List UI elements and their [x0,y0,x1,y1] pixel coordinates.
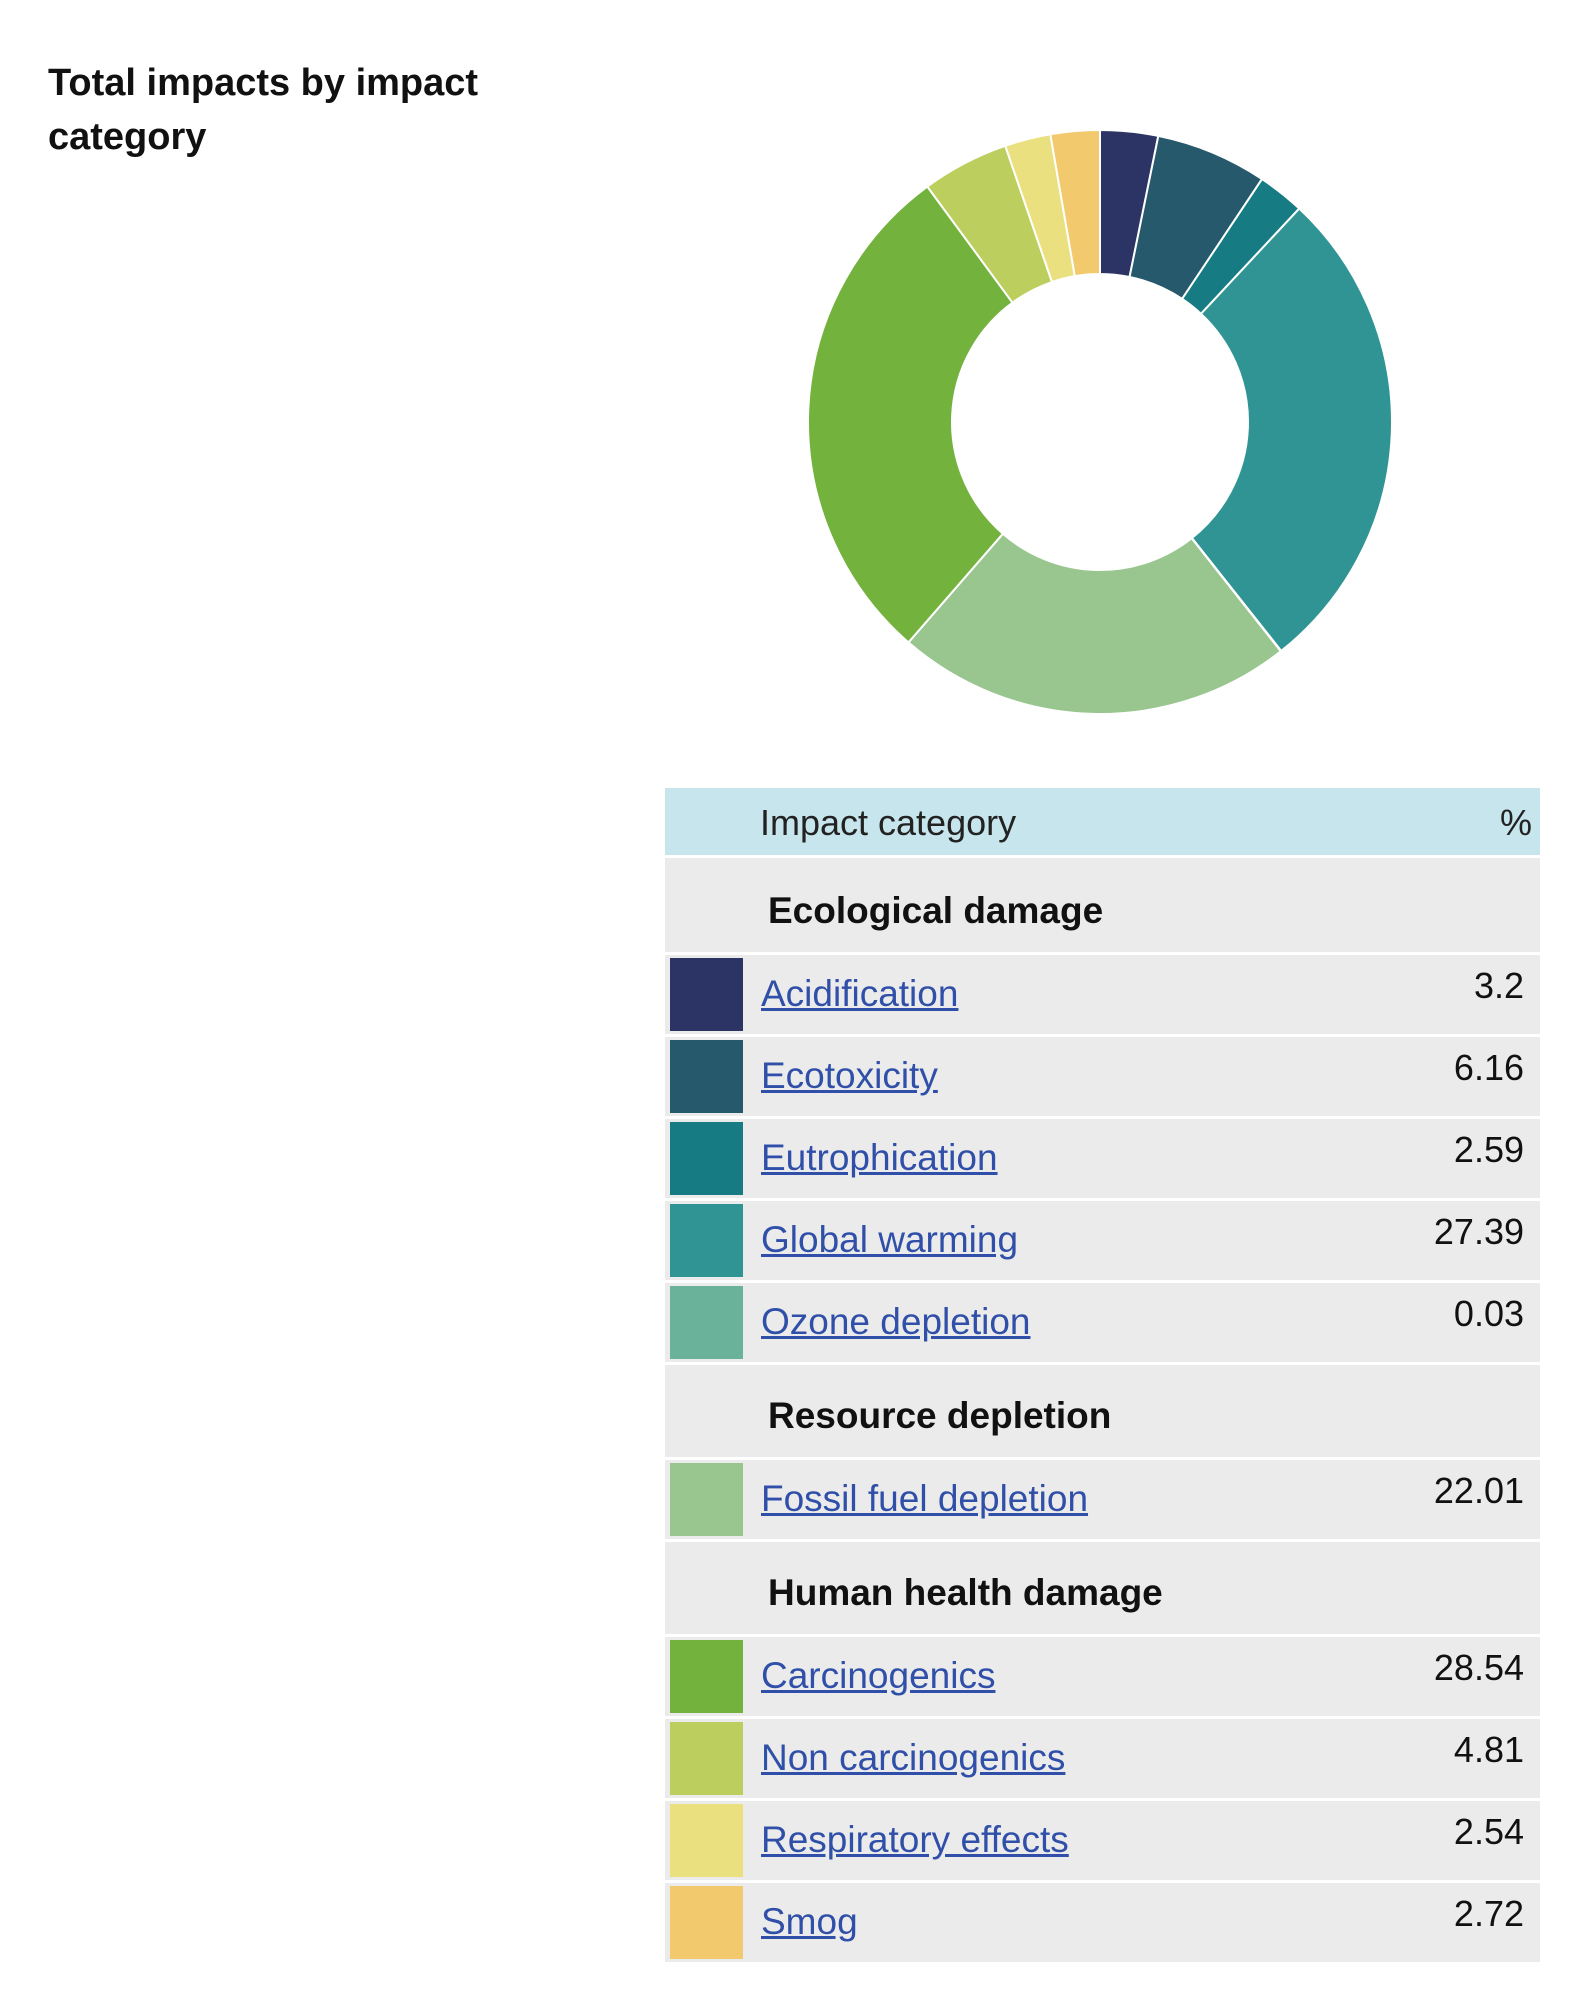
color-swatch [670,1886,743,1959]
table-body: Ecological damage Acidification 3.2 Ecotoxi… [665,858,1540,1965]
table-row: Non carcinogenics 4.81 [665,1719,1540,1801]
impact-category-link[interactable]: Ozone depletion [761,1301,1031,1342]
percent-value: 2.59 [1453,1129,1524,1170]
group-label: Ecological damage [768,890,1104,931]
impact-category-link[interactable]: Ecotoxicity [761,1055,938,1096]
header-impact-category: Impact category [760,802,1017,843]
group-label: Resource depletion [768,1395,1112,1436]
percent-value: 2.54 [1453,1811,1524,1852]
color-swatch [670,1040,743,1113]
table-row: Global warming 27.39 [665,1201,1540,1283]
table-row: Respiratory effects 2.54 [665,1801,1540,1883]
color-swatch [670,1804,743,1877]
color-swatch [670,1204,743,1277]
group-row: Human health damage [665,1542,1540,1637]
percent-value: 6.16 [1453,1047,1524,1088]
percent-value: 28.54 [1433,1647,1524,1688]
impact-category-link[interactable]: Global warming [761,1219,1019,1260]
donut-chart [807,128,1393,715]
color-swatch [670,1640,743,1713]
color-swatch [670,1722,743,1795]
impact-category-link[interactable]: Fossil fuel depletion [761,1478,1089,1519]
table-row: Fossil fuel depletion 22.01 [665,1460,1540,1542]
table-row: Smog 2.72 [665,1883,1540,1965]
percent-value: 22.01 [1433,1470,1524,1511]
table-row: Acidification 3.2 [665,955,1540,1037]
impact-category-link[interactable]: Acidification [761,973,959,1014]
impact-category-link[interactable]: Smog [761,1901,858,1942]
impact-table: Impact category % Ecological damage Acidi… [665,788,1540,1965]
donut-slice [907,532,1283,715]
group-row: Ecological damage [665,858,1540,955]
table-row: Eutrophication 2.59 [665,1119,1540,1201]
table-header: Impact category % [665,788,1540,858]
donut-slice [1049,128,1101,278]
percent-value: 0.03 [1453,1293,1524,1334]
percent-value: 4.81 [1453,1729,1524,1770]
donut-slice [807,185,1014,644]
impact-category-link[interactable]: Carcinogenics [761,1655,996,1696]
chart-title: Total impacts by impact category [48,62,479,158]
color-swatch [670,958,743,1031]
percent-value: 3.2 [1473,965,1524,1006]
impact-category-link[interactable]: Respiratory effects [761,1819,1069,1860]
impact-category-link[interactable]: Non carcinogenics [761,1737,1066,1778]
color-swatch [670,1286,743,1359]
impact-category-link[interactable]: Eutrophication [761,1137,998,1178]
table-row: Ozone depletion 0.03 [665,1283,1540,1365]
table-row: Ecotoxicity 6.16 [665,1037,1540,1119]
table-row: Carcinogenics 28.54 [665,1637,1540,1719]
color-swatch [670,1122,743,1195]
donut-slice [1190,207,1393,653]
header-percent: % [1499,802,1532,843]
group-row: Resource depletion [665,1365,1540,1460]
percent-value: 2.72 [1453,1893,1524,1934]
group-label: Human health damage [768,1572,1163,1613]
percent-value: 27.39 [1433,1211,1524,1252]
color-swatch [670,1463,743,1536]
